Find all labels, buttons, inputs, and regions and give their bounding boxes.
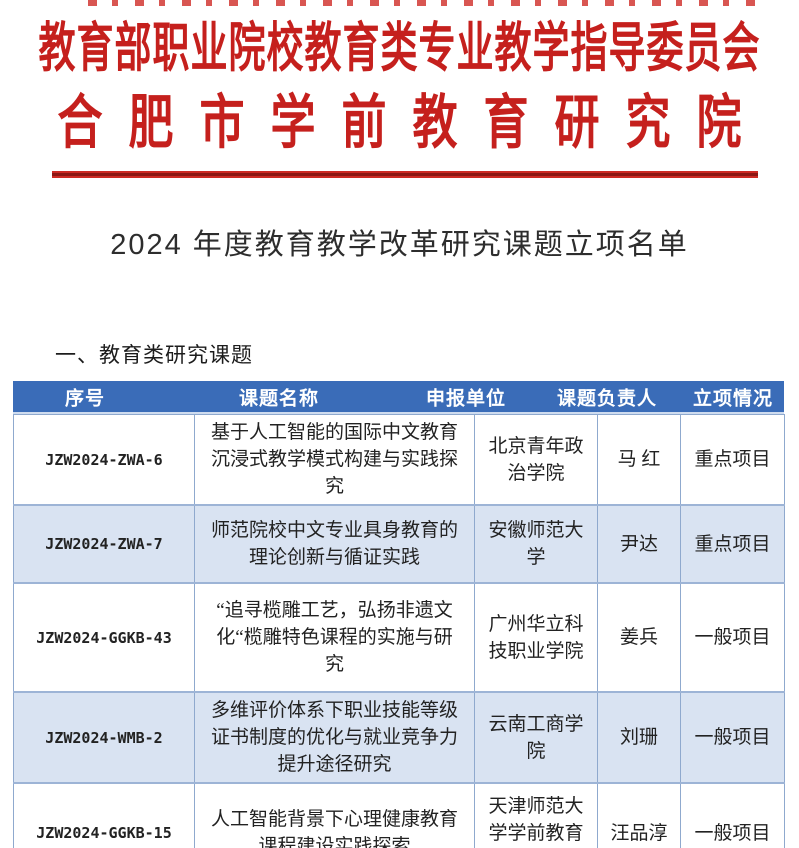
project-code-cell: JZW2024-ZWA-7 [13,504,195,584]
project-code-cell: JZW2024-ZWA-6 [13,414,195,506]
project-title-cell: 基于人工智能的国际中文教育沉浸式教学模式构建与实践探究 [194,414,475,506]
status-cell: 一般项目 [680,691,785,784]
project-code-cell: JZW2024-GGKB-43 [13,582,195,693]
column-header-leader: 课题负责人 [556,388,658,409]
column-header-project-title: 课题名称 [238,388,320,409]
masthead-divider-rule [52,171,758,178]
table-header-row: 序号 课题名称 申报单位 课题负责人 立项情况 [13,381,784,414]
applicant-unit-cell: 云南工商学院 [474,691,598,784]
leader-cell: 马 红 [597,414,681,506]
column-header-serial: 序号 [64,388,106,409]
status-cell: 一般项目 [680,782,785,848]
leader-cell: 刘珊 [597,691,681,784]
cropped-text-remnant [88,0,756,6]
status-cell: 一般项目 [680,582,785,693]
applicant-unit-cell: 安徽师范大学 [474,504,598,584]
status-cell: 重点项目 [680,414,785,506]
table-row: JZW2024-ZWA-6 基于人工智能的国际中文教育沉浸式教学模式构建与实践探… [13,414,785,506]
leader-cell: 尹达 [597,504,681,584]
project-title-cell: 人工智能背景下心理健康教育课程建设实践探索 [194,782,475,848]
column-header-status: 立项情况 [692,388,774,409]
applicant-unit-cell: 天津师范大学学前教育学院 [474,782,598,848]
project-title-cell: “追寻榄雕工艺，弘扬非遗文化“榄雕特色课程的实施与研究 [194,582,475,693]
column-header-applicant-unit: 申报单位 [425,388,507,409]
table-row: JZW2024-ZWA-7 师范院校中文专业具身教育的理论创新与循证实践 安徽师… [13,504,785,584]
applicant-unit-cell: 北京青年政治学院 [474,414,598,506]
table-row: JZW2024-WMB-2 多维评价体系下职业技能等级证书制度的优化与就业竞争力… [13,691,785,784]
project-title-cell: 师范院校中文专业具身教育的理论创新与循证实践 [194,504,475,584]
section-heading: 一、教育类研究课题 [55,344,253,367]
leader-cell: 汪品淳 [597,782,681,848]
status-cell: 重点项目 [680,504,785,584]
table-row: JZW2024-GGKB-15 人工智能背景下心理健康教育课程建设实践探索 天津… [13,782,785,848]
table-row: JZW2024-GGKB-43 “追寻榄雕工艺，弘扬非遗文化“榄雕特色课程的实施… [13,582,785,693]
document-title: 2024 年度教育教学改革研究课题立项名单 [110,229,689,261]
leader-cell: 姜兵 [597,582,681,693]
masthead-institute-title: 合肥市学前教育研究院 [57,89,768,156]
table-body: JZW2024-ZWA-6 基于人工智能的国际中文教育沉浸式教学模式构建与实践探… [13,414,785,848]
project-list-table: 序号 课题名称 申报单位 课题负责人 立项情况 JZW2024-ZWA-6 基于… [13,381,785,848]
project-code-cell: JZW2024-WMB-2 [13,691,195,784]
masthead-committee-title: 教育部职业院校教育类专业教学指导委员会 [38,18,761,78]
applicant-unit-cell: 广州华立科技职业学院 [474,582,598,693]
project-code-cell: JZW2024-GGKB-15 [13,782,195,848]
project-title-cell: 多维评价体系下职业技能等级证书制度的优化与就业竞争力提升途径研究 [194,691,475,784]
